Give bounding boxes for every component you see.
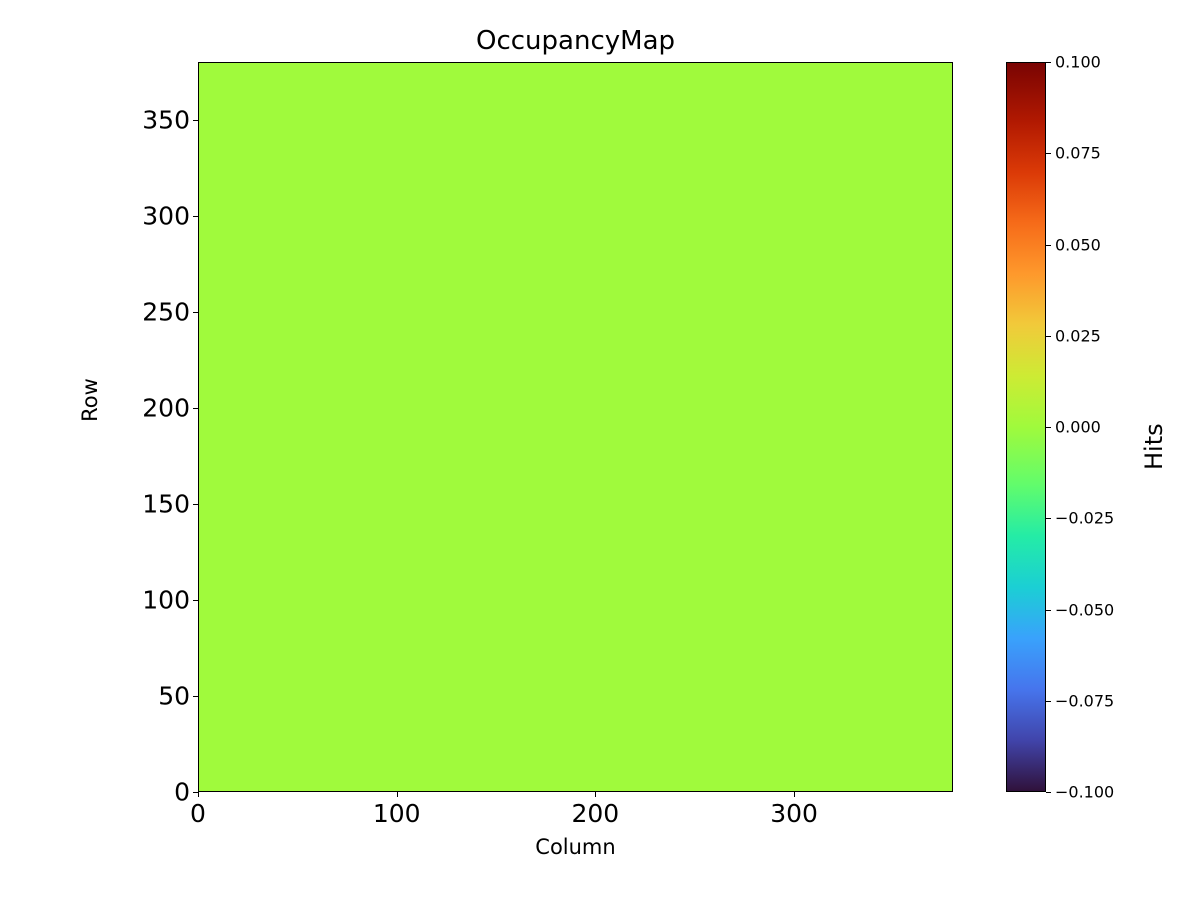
- heatmap-plot-area[interactable]: [198, 62, 953, 792]
- colorbar-tick-label: −0.100: [1055, 782, 1115, 802]
- colorbar-tick-mark: [1046, 244, 1051, 246]
- colorbar-tick-label: 0.050: [1055, 235, 1101, 254]
- colorbar-tick-mark: [1046, 792, 1051, 793]
- y-tick-label: 50: [158, 681, 190, 711]
- x-tick-label: 300: [770, 799, 818, 828]
- page-title: OccupancyMap: [476, 26, 675, 56]
- colorbar-tick-mark: [1046, 153, 1051, 155]
- y-tick-mark: [193, 215, 198, 217]
- colorbar-tick-mark: [1046, 62, 1051, 63]
- y-tick-label: 350: [142, 105, 190, 135]
- colorbar-tick-label: 0.000: [1055, 417, 1101, 437]
- y-tick-mark: [193, 119, 198, 121]
- colorbar-tick-mark: [1046, 609, 1051, 611]
- colorbar-tick-mark: [1046, 518, 1051, 520]
- y-tick-label: 150: [142, 489, 190, 519]
- colorbar-tick-label: 0.075: [1055, 143, 1101, 163]
- y-tick-label: 300: [142, 201, 190, 231]
- colorbar-tick-mark: [1046, 427, 1051, 428]
- colorbar[interactable]: [1006, 62, 1046, 792]
- y-tick-mark: [193, 503, 198, 505]
- y-tick-mark: [193, 599, 198, 601]
- y-tick-mark: [193, 695, 198, 697]
- y-tick-label: 0: [174, 777, 190, 807]
- x-tick-mark: [595, 792, 597, 797]
- x-tick-label: 0: [190, 799, 206, 828]
- y-tick-mark: [193, 792, 198, 793]
- x-tick-label: 200: [571, 799, 620, 828]
- y-tick-label: 100: [142, 585, 190, 615]
- colorbar-tick-label: −0.025: [1055, 508, 1115, 528]
- x-tick-mark: [396, 792, 398, 797]
- x-tick-mark: [198, 792, 199, 797]
- x-tick-label: 100: [372, 799, 421, 828]
- colorbar-tick-mark: [1046, 700, 1051, 702]
- y-axis-label: Row: [78, 378, 102, 422]
- colorbar-tick-label: −0.075: [1055, 691, 1115, 711]
- y-tick-label: 200: [142, 393, 190, 423]
- colorbar-tick-mark: [1046, 335, 1051, 337]
- colorbar-label: Hits: [1140, 423, 1168, 470]
- x-tick-mark: [794, 792, 796, 797]
- heatmap-image: [199, 63, 952, 791]
- y-tick-label: 250: [142, 297, 190, 327]
- colorbar-gradient: [1007, 63, 1045, 791]
- colorbar-tick-label: −0.050: [1055, 600, 1115, 619]
- x-axis-label: Column: [535, 835, 616, 859]
- colorbar-tick-label: 0.025: [1055, 326, 1101, 346]
- y-tick-mark: [193, 311, 198, 313]
- y-tick-mark: [193, 407, 198, 409]
- colorbar-tick-label: 0.100: [1055, 52, 1101, 72]
